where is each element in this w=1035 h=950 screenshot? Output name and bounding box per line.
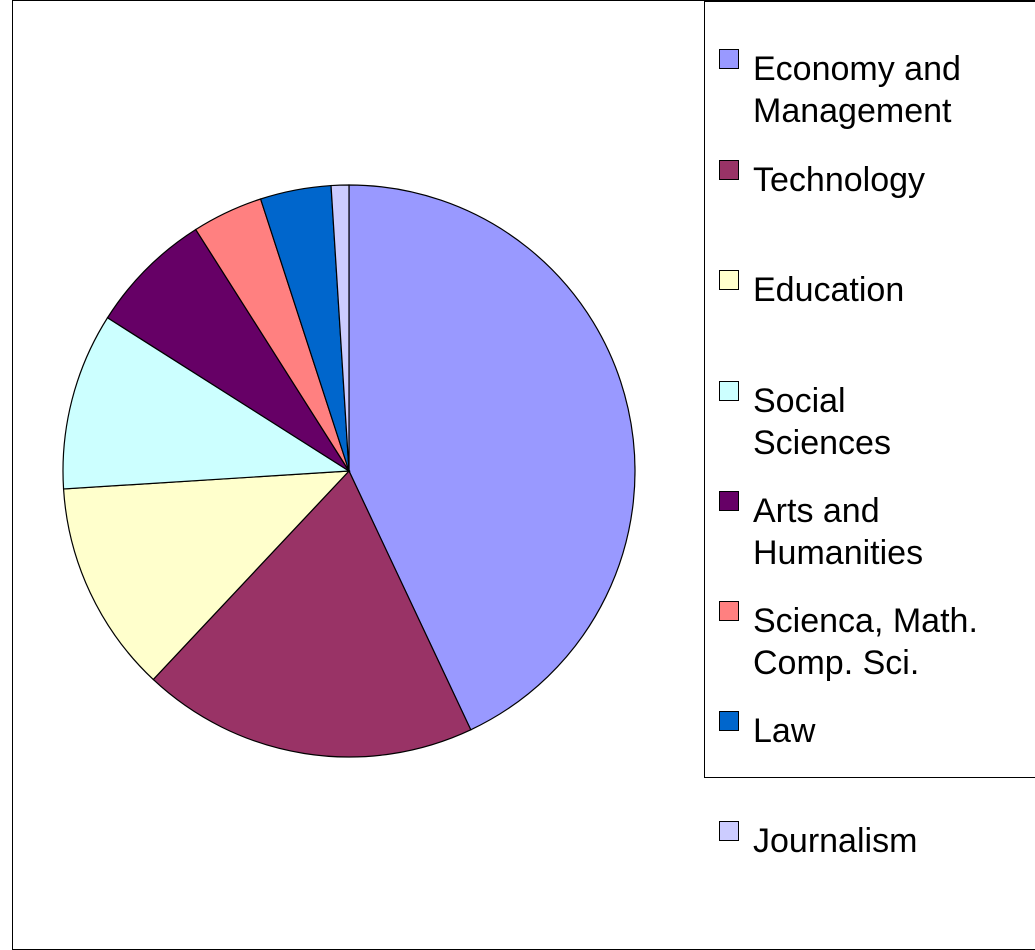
legend-label: Scienca, Math. Comp. Sci. <box>753 602 978 682</box>
legend-swatch <box>719 601 739 621</box>
pie-chart <box>62 184 636 758</box>
legend-swatch <box>719 821 739 841</box>
legend: Economy and Management Technology Educatio… <box>704 1 1035 860</box>
legend-label: Technology <box>753 161 926 199</box>
legend-label: Economy and Management <box>753 50 961 130</box>
pie-slice-3 <box>62 316 351 490</box>
legend-swatch <box>719 491 739 511</box>
pie-slice-1 <box>152 469 472 758</box>
legend-swatch <box>719 160 739 180</box>
legend-label: Social Sciences <box>753 382 891 462</box>
chart-frame: Economy and Management Technology Educatio… <box>12 0 1035 950</box>
legend-swatch <box>719 381 739 401</box>
legend-label: Arts and Humanities <box>753 492 924 572</box>
legend-label: Education <box>753 271 905 309</box>
legend-label: Law <box>753 712 816 750</box>
legend-label: Journalism <box>753 822 918 860</box>
legend-swatch <box>719 711 739 731</box>
pie-slice-7 <box>330 184 350 472</box>
legend-swatch <box>719 49 739 69</box>
pie-slice-4 <box>106 228 350 472</box>
legend-swatch <box>719 270 739 290</box>
pie-slice-2 <box>62 470 351 681</box>
pie-slice-0 <box>348 184 636 731</box>
